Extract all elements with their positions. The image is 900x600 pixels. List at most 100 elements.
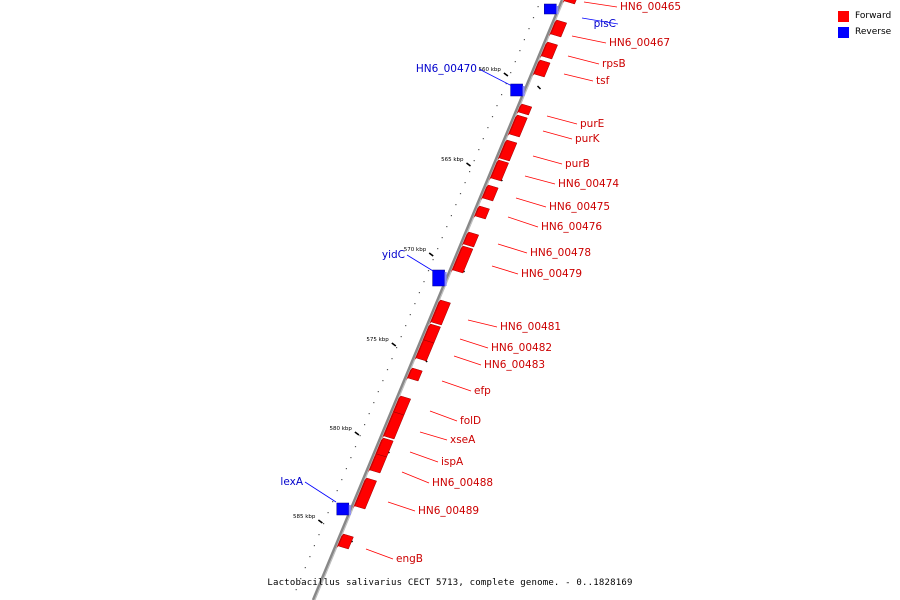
leader-line xyxy=(419,431,448,441)
gene-label-xsea[interactable]: xseA xyxy=(450,434,476,446)
minor-tick xyxy=(427,270,430,272)
scale-label: 565 kbp xyxy=(441,157,464,163)
gene-label-hn6-00481[interactable]: HN6_00481 xyxy=(500,321,561,333)
minor-tick xyxy=(405,325,407,327)
minor-tick xyxy=(318,534,320,536)
minor-tick xyxy=(396,347,398,349)
leader-line xyxy=(563,73,594,82)
gene-label-hn6-00479[interactable]: HN6_00479 xyxy=(521,268,582,280)
gene-label-pure[interactable]: purE xyxy=(580,118,604,130)
leader-line xyxy=(365,548,394,560)
gene-feature-hn6-00465[interactable] xyxy=(564,0,578,5)
minor-tick xyxy=(482,138,484,140)
gene-label-efp[interactable]: efp xyxy=(474,385,491,397)
gene-label-hn6-00482[interactable]: HN6_00482 xyxy=(491,342,552,354)
gene-label-hn6-00474[interactable]: HN6_00474 xyxy=(558,178,619,190)
gene-feature-shade xyxy=(348,505,351,515)
gene-label-hn6-00478[interactable]: HN6_00478 xyxy=(530,247,591,259)
gene-feature-yidc[interactable] xyxy=(432,269,445,287)
gene-label-purb[interactable]: purB xyxy=(565,158,590,170)
major-tick xyxy=(503,72,509,77)
gene-label-fold[interactable]: folD xyxy=(460,415,481,427)
gene-feature-hn6-00476[interactable] xyxy=(475,205,490,220)
gene-feature-shade xyxy=(539,42,548,58)
gene-label-ispa[interactable]: ispA xyxy=(441,456,464,468)
gene-label-tsf[interactable]: tsf xyxy=(596,75,610,87)
gene-label-hn6-00489[interactable]: HN6_00489 xyxy=(418,505,479,517)
minor-tick xyxy=(437,248,439,250)
gene-label-hn6-00465[interactable]: HN6_00465 xyxy=(620,1,681,13)
gene-label-hn6-00467[interactable]: HN6_00467 xyxy=(609,37,670,49)
legend-item-reverse: Reverse xyxy=(838,25,891,39)
minor-tick xyxy=(323,523,325,525)
minor-tick xyxy=(446,226,448,228)
minor-tick xyxy=(537,6,539,8)
gene-label-hn6-00476[interactable]: HN6_00476 xyxy=(541,221,602,233)
gene-feature-rpsb[interactable] xyxy=(541,41,558,60)
leader-line xyxy=(515,197,547,208)
gene-label-purk[interactable]: purK xyxy=(575,133,601,145)
gene-label-lexa[interactable]: lexA xyxy=(280,476,303,488)
gene-feature-plsc[interactable] xyxy=(544,3,557,15)
gene-feature-shade xyxy=(507,115,518,136)
gene-feature-shade xyxy=(353,478,367,508)
scale-label: 560 kbp xyxy=(478,67,501,73)
gene-feature-hn6-00470[interactable] xyxy=(510,83,523,97)
minor-tick xyxy=(491,116,494,118)
leader-line xyxy=(581,17,619,25)
gene-label-hn6-00470[interactable]: HN6_00470 xyxy=(416,63,477,75)
scale-label: 585 kbp xyxy=(293,514,316,520)
minor-tick xyxy=(455,204,457,206)
minor-tick xyxy=(391,358,393,360)
leader-line xyxy=(583,1,618,8)
minor-tick xyxy=(332,501,334,503)
minor-tick xyxy=(345,468,347,470)
leader-line xyxy=(459,338,489,349)
gene-feature-tsf[interactable] xyxy=(533,59,551,78)
gene-feature-hn6-00475[interactable] xyxy=(482,184,499,202)
gene-label-rpsb[interactable]: rpsB xyxy=(602,58,626,70)
major-tick xyxy=(354,431,360,436)
leader-line xyxy=(441,380,472,392)
genome-backbone xyxy=(311,0,564,600)
minor-tick xyxy=(532,17,535,19)
leader-line xyxy=(491,265,519,275)
gene-features xyxy=(336,0,578,550)
gene-label-hn6-00483[interactable]: HN6_00483 xyxy=(484,359,545,371)
gene-feature-hn6-00488[interactable] xyxy=(369,453,387,474)
gene-label-yidc[interactable]: yidC xyxy=(382,249,405,261)
gene-feature-shade xyxy=(489,160,499,180)
minor-tick xyxy=(459,193,462,195)
gene-feature-shade xyxy=(556,6,559,14)
leader-line xyxy=(406,254,439,275)
leader-line xyxy=(497,243,528,254)
minor-tick xyxy=(496,105,498,107)
leader-line xyxy=(524,175,556,185)
major-tick xyxy=(317,519,323,524)
gene-label-hn6-00488[interactable]: HN6_00488 xyxy=(432,477,493,489)
minor-tick xyxy=(450,215,452,217)
gene-label-hn6-00475[interactable]: HN6_00475 xyxy=(549,201,610,213)
minor-tick xyxy=(382,380,384,382)
major-tick xyxy=(466,162,471,167)
legend-label-forward: Forward xyxy=(855,11,892,21)
gene-label-plsc[interactable]: plsC xyxy=(594,18,616,30)
major-tick xyxy=(391,342,397,347)
gene-feature-shade xyxy=(382,412,394,438)
leader-line xyxy=(304,481,337,503)
leader-line xyxy=(542,130,573,140)
gene-feature-hn6-00467[interactable] xyxy=(550,19,568,38)
minor-tick xyxy=(501,94,503,96)
gene-feature-lexa[interactable] xyxy=(336,502,350,516)
minor-tick xyxy=(341,479,343,481)
gene-feature-hn6-00479[interactable] xyxy=(452,245,474,274)
minor-tick xyxy=(364,424,366,426)
gene-feature-shade xyxy=(421,324,431,342)
gene-feature-shade xyxy=(406,368,413,380)
forward-swatch xyxy=(838,10,849,22)
minor-tick xyxy=(313,545,315,547)
gene-label-engb[interactable]: engB xyxy=(396,553,423,565)
leader-line xyxy=(532,155,563,165)
gene-feature-shade xyxy=(368,454,377,472)
gene-labels: HN6_00465 plsC HN6_00467 rpsB tsf HN6_00470pu… xyxy=(280,1,681,565)
